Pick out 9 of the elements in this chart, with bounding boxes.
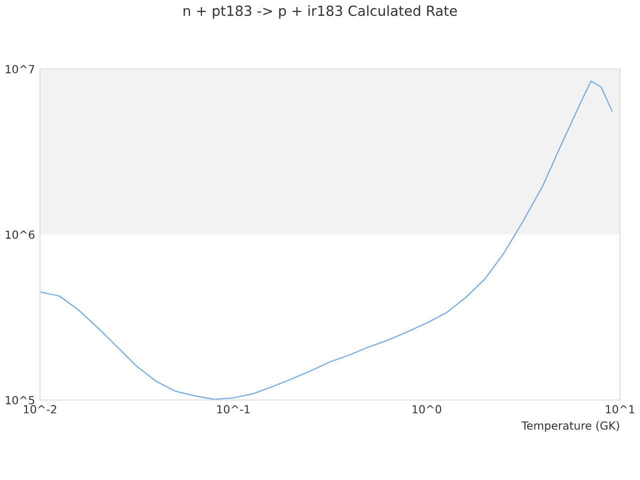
chart-title: n + pt183 -> p + ir183 Calculated Rate: [184, 5, 457, 19]
x-tick-label: 10^-1: [217, 405, 250, 414]
x-axis-title: Temperature (GK): [521, 421, 620, 432]
y-tick-label: 10^5: [6, 396, 34, 404]
x-tick-label: 10^0: [412, 405, 442, 414]
x-tick-label: 10^-2: [24, 405, 56, 414]
x-tick-label: 10^1: [606, 405, 634, 414]
y-tick-label: 10^6: [6, 230, 34, 239]
y-tick-label: 10^7: [6, 64, 34, 74]
